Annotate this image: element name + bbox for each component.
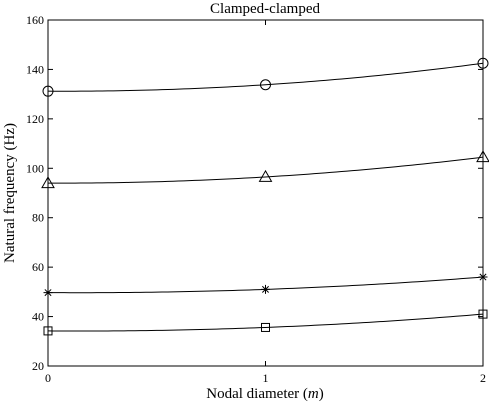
marker-circle — [477, 57, 489, 69]
x-axis-label: Nodal diameter (m) — [206, 386, 323, 402]
x-axis-label-end: ) — [319, 386, 324, 402]
series-group — [41, 57, 489, 336]
y-tick-label: 120 — [26, 112, 44, 126]
marker-triangle — [258, 169, 273, 182]
marker-asterisk — [478, 272, 488, 282]
marker-asterisk — [261, 284, 270, 294]
x-axis-label-text: Nodal diameter ( — [206, 386, 308, 402]
series-asterisk — [43, 272, 488, 298]
series-line — [47, 156, 484, 184]
marker-square — [261, 322, 270, 332]
marker-square — [478, 309, 488, 319]
series-circle — [42, 57, 489, 97]
series-line — [47, 313, 484, 332]
y-axis-ticks: 20 40 60 80 100 120 140 160 — [26, 13, 483, 373]
y-tick-label: 40 — [32, 310, 44, 324]
x-tick-label: 0 — [45, 371, 51, 385]
y-tick-label: 160 — [26, 13, 44, 27]
plot-frame — [47, 19, 484, 367]
x-tick-label: 2 — [480, 371, 486, 385]
y-tick-label: 100 — [26, 161, 44, 175]
marker-circle — [42, 85, 54, 97]
series-square — [43, 309, 488, 336]
y-axis-label: Natural frequency (Hz) — [2, 123, 18, 263]
marker-circle — [260, 79, 271, 91]
y-tick-label: 60 — [32, 260, 44, 274]
x-axis-ticks: 0 1 2 — [45, 20, 486, 385]
series-line — [47, 62, 484, 92]
y-tick-label: 140 — [26, 62, 44, 76]
y-tick-label: 80 — [32, 211, 44, 225]
marker-square — [43, 326, 53, 336]
marker-triangle — [41, 176, 55, 189]
chart-title: Clamped-clamped — [210, 1, 320, 17]
marker-asterisk — [43, 288, 53, 298]
y-tick-label: 20 — [32, 359, 44, 373]
marker-triangle — [476, 150, 489, 163]
x-tick-label: 1 — [263, 371, 269, 385]
series-triangle — [41, 150, 489, 189]
x-axis-label-variable: m — [308, 386, 319, 402]
